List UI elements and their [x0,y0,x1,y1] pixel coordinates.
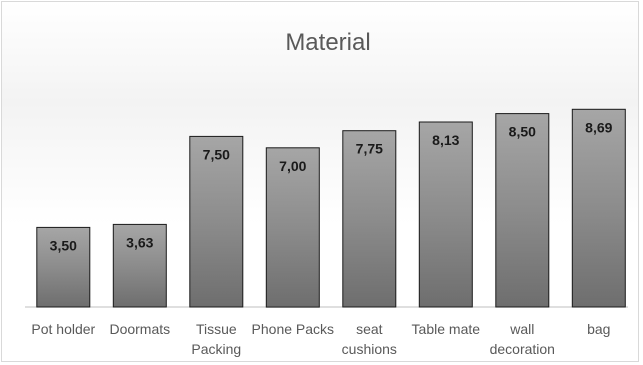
bar [418,121,473,308]
data-label: 7,00 [279,158,306,174]
data-label: 8,50 [509,124,536,140]
category-label: Doormats [109,321,170,337]
bar [189,135,244,308]
category-label: wall [509,321,534,337]
category-label: Table mate [412,321,481,337]
bar [342,130,397,308]
data-label: 8,13 [432,132,459,148]
bar [36,226,91,308]
bar [571,108,626,308]
bar [112,223,167,308]
data-label: 7,75 [356,141,383,157]
category-label: Tissue [196,321,237,337]
category-label: decoration [490,341,555,357]
category-label: bag [587,321,610,337]
category-label: cushions [342,341,397,357]
bar [495,113,550,308]
chart-title: Material [285,29,370,56]
data-label: 3,63 [126,234,153,250]
bars-group: 3,50 Pot holder 3,63 Doormats 7,50 Tissue Pack… [31,108,626,357]
category-label: Pot holder [31,321,95,337]
data-label: 3,50 [50,237,77,253]
category-label: seat [356,321,383,337]
data-label: 7,50 [203,146,230,162]
bar [265,147,320,308]
category-label: Phone Packs [252,321,335,337]
category-label: Packing [191,341,241,357]
data-label: 8,69 [585,119,612,135]
